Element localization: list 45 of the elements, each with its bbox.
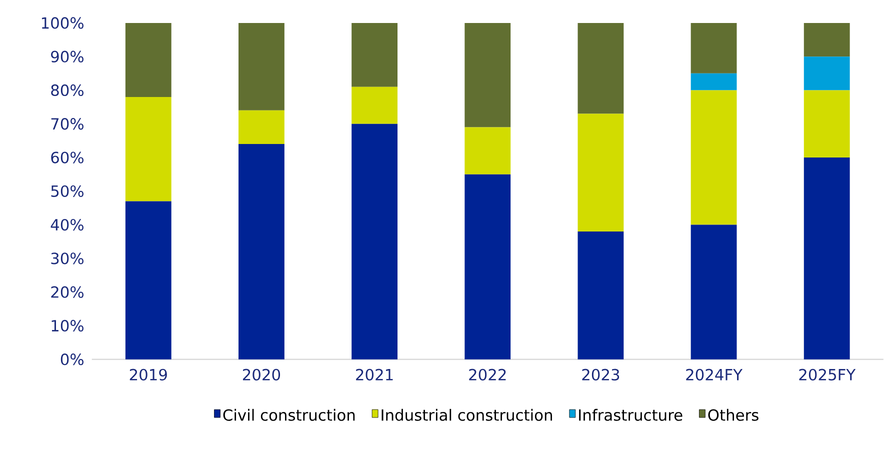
bar: [238, 144, 284, 360]
y-tick-label: 70%: [51, 118, 84, 130]
bar: [690, 73, 737, 90]
legend-label: Infrastructure: [579, 408, 682, 421]
y-tick-label: 60%: [51, 152, 84, 164]
x-tick-label: 2019: [130, 368, 167, 380]
bar: [690, 90, 737, 225]
y-tick-label: 10%: [52, 320, 84, 332]
bar: [804, 22, 850, 57]
bar: [238, 110, 284, 144]
bar: [238, 22, 284, 110]
bar: [464, 174, 511, 360]
y-tick-label: 40%: [50, 218, 84, 231]
x-tick-label: 2025FY: [799, 368, 856, 380]
bar: [125, 96, 172, 202]
y-tick-label: 20%: [51, 286, 84, 298]
bar: [690, 224, 737, 360]
bar: [464, 127, 511, 174]
legend-label: Others: [708, 408, 758, 421]
bar: [352, 22, 398, 87]
bar: [125, 201, 172, 360]
y-tick-label: 80%: [51, 84, 84, 96]
x-tick-label: 2023: [582, 368, 620, 380]
y-tick-label: 50%: [51, 185, 84, 197]
x-tick-label: 2020: [242, 368, 280, 380]
bar: [578, 22, 624, 114]
bar: [804, 90, 850, 158]
legend-label: Industrial construction: [382, 408, 552, 421]
y-tick-label: 30%: [51, 252, 84, 264]
x-tick-label: 2021: [356, 368, 393, 380]
bar: [690, 22, 737, 74]
y-tick-label: 90%: [51, 50, 84, 62]
bar: [352, 124, 398, 360]
x-tick-label: 2022: [469, 368, 506, 380]
legend-label: Civil construction: [223, 408, 355, 421]
bar: [578, 231, 624, 360]
y-tick-label: 0%: [60, 353, 84, 366]
bar: [804, 157, 850, 360]
bar: [578, 114, 624, 232]
bar: [352, 86, 398, 124]
bar: [804, 56, 850, 90]
x-tick-label: 2024FY: [686, 368, 743, 380]
bar: [464, 22, 511, 128]
bar: [125, 22, 172, 97]
y-tick-label: 100%: [42, 17, 84, 29]
